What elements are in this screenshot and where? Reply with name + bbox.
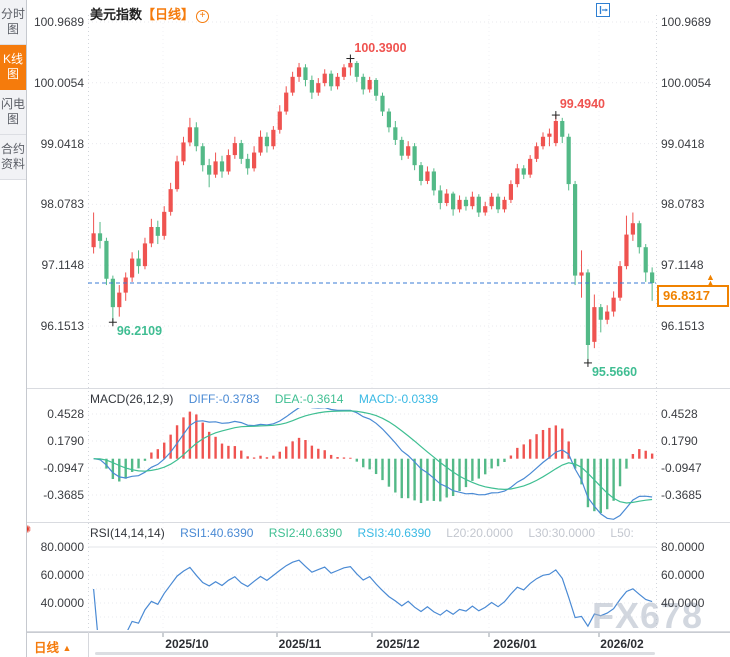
period-selector[interactable]: 日线 ▲ <box>34 641 72 655</box>
bottom-bar-separator <box>88 632 89 657</box>
price-direction-icon: ▲ ▲ <box>706 272 715 288</box>
rsi-l50-value: L50: <box>610 526 634 540</box>
rsi-axis-label: 60.0000 <box>661 568 705 582</box>
rsi-axis-label: 40.0000 <box>40 596 84 610</box>
watermark: FX678 <box>592 595 704 636</box>
macd-axis-label: -0.0947 <box>43 461 84 475</box>
reset-view-icon[interactable] <box>596 3 610 17</box>
rsi-l20-value: L20:20.0000 <box>446 526 513 540</box>
macd-axis-label: -0.3685 <box>43 488 84 502</box>
sidebar: 分时图 K线图 闪电图 合约资料 <box>0 0 27 657</box>
price-axis-label: 99.0418 <box>661 136 705 151</box>
time-axis-label: 2026/02 <box>600 637 644 651</box>
macd-axis-label: 0.1790 <box>661 434 698 448</box>
price-axis-label: 100.0054 <box>33 75 84 90</box>
high-annotation-2: 99.4940 <box>559 97 606 112</box>
tab-lightning-chart[interactable]: 闪电图 <box>0 90 26 135</box>
price-axis-label: 97.1148 <box>661 258 704 273</box>
price-axis-label: 96.1513 <box>40 319 84 333</box>
expand-icon[interactable]: + <box>196 10 210 23</box>
rsi-l30-value: L30:30.0000 <box>528 526 596 540</box>
chevron-up-icon: ▲ <box>62 643 72 653</box>
horizontal-scrollbar[interactable] <box>95 652 655 655</box>
time-axis-label: 2025/10 <box>165 637 209 651</box>
period-tag: 【日线】 <box>142 7 195 22</box>
rsi-axis-label: 80.0000 <box>661 540 705 554</box>
price-axis-label: 98.0783 <box>40 197 84 212</box>
time-axis-label: 2025/12 <box>376 637 420 651</box>
rsi-axis-label: 80.0000 <box>40 540 84 554</box>
macd-axis-label: -0.0947 <box>661 461 702 475</box>
price-axis-label: 97.1148 <box>41 258 85 273</box>
macd-axis-label: 0.1790 <box>47 434 84 448</box>
current-price-tag: 96.8317 <box>657 285 729 308</box>
price-axis-label: 99.0418 <box>40 136 84 151</box>
macd-title: MACD(26,12,9) <box>90 392 174 406</box>
price-axis-label: 96.1513 <box>661 319 705 333</box>
low-annotation-2: 95.5660 <box>591 364 638 379</box>
macd-diff-value: DIFF:-0.3783 <box>188 392 260 406</box>
macd-axis-label: 0.4528 <box>661 407 698 421</box>
tab-contract-info[interactable]: 合约资料 <box>0 135 26 180</box>
macd-header: MACD(26,12,9) DIFF:-0.3783 DEA:-0.3614 M… <box>90 392 450 406</box>
price-axis-label: 100.9689 <box>33 15 84 29</box>
macd-dea-value: DEA:-0.3614 <box>274 392 344 406</box>
bottom-bar-divider <box>26 632 730 633</box>
rsi1-value: RSI1:40.6390 <box>180 526 254 540</box>
macd-axis-label: 0.4528 <box>47 407 84 421</box>
macd-hist-value: MACD:-0.0339 <box>358 392 439 406</box>
price-axis-label: 98.0783 <box>661 197 705 212</box>
rsi2-value: RSI2:40.6390 <box>268 526 343 540</box>
price-axis-label: 100.9689 <box>661 15 712 29</box>
price-axis-label: 100.0054 <box>661 75 712 90</box>
macd-axis-label: -0.3685 <box>661 488 702 502</box>
rsi-header: RSI(14,14,14) RSI1:40.6390 RSI2:40.6390 … <box>90 526 646 540</box>
rsi-title: RSI(14,14,14) <box>90 526 165 540</box>
time-axis-label: 2025/11 <box>278 637 322 651</box>
time-axis-label: 2026/01 <box>493 637 537 651</box>
symbol-name: 美元指数 <box>90 7 143 22</box>
tab-kline-chart[interactable]: K线图 <box>0 45 26 90</box>
rsi3-value: RSI3:40.6390 <box>357 526 431 540</box>
rsi-axis-label: 60.0000 <box>40 568 84 582</box>
low-annotation-1: 96.2109 <box>116 324 163 339</box>
high-annotation-1: 100.3900 <box>354 40 407 55</box>
rsi-axis-label: 40.0000 <box>661 596 705 610</box>
tab-time-chart[interactable]: 分时图 <box>0 0 26 45</box>
chart-title: 美元指数【日线】 + <box>90 4 210 23</box>
